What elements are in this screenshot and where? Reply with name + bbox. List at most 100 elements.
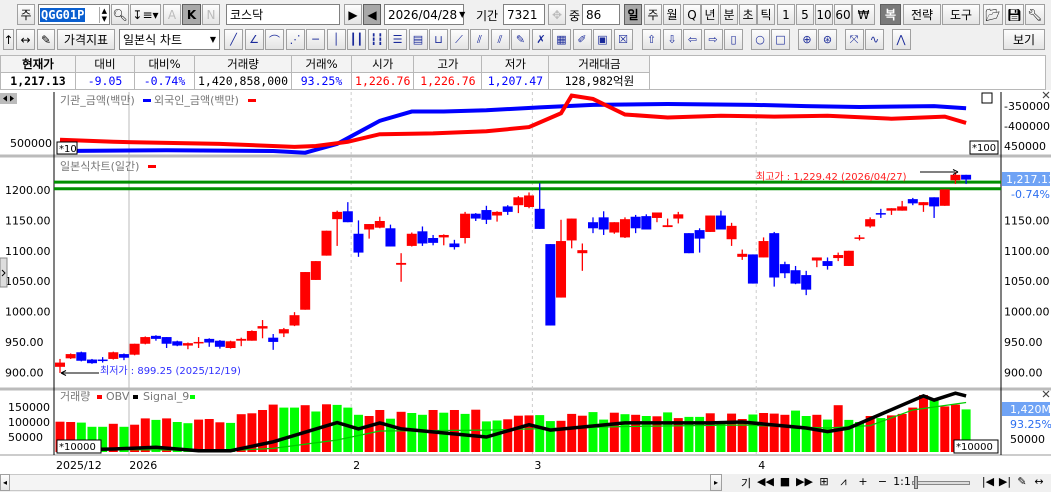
candle[interactable] — [310, 261, 321, 280]
count-input[interactable]: 86 — [582, 4, 620, 25]
save-icon[interactable]: 💾︎ — [1005, 4, 1024, 25]
wrench-icon[interactable]: 🔧︎ — [1025, 4, 1045, 25]
indicator-icon[interactable]: ⩘ — [840, 475, 847, 488]
candle[interactable] — [886, 208, 897, 215]
arc-icon[interactable]: ⌒ — [265, 29, 284, 50]
last-icon[interactable]: ▶| — [998, 475, 1012, 488]
close-pane-icon[interactable] — [1042, 390, 1050, 398]
candle[interactable] — [694, 228, 705, 253]
zoom-slider[interactable] — [912, 481, 970, 485]
candle[interactable] — [278, 327, 289, 338]
volume-bar[interactable] — [151, 419, 161, 452]
candle[interactable] — [502, 205, 513, 215]
volume-bar[interactable] — [780, 414, 790, 452]
volume-bar[interactable] — [886, 415, 896, 452]
candle[interactable] — [460, 211, 471, 244]
view-button[interactable]: 보기 — [1003, 29, 1045, 50]
candle[interactable] — [801, 270, 812, 296]
trendline-icon[interactable]: ╱ — [224, 29, 243, 50]
candle[interactable] — [534, 183, 545, 229]
volume-bar[interactable] — [300, 405, 310, 452]
search-icon[interactable]: 🔍︎ — [111, 4, 129, 25]
timeframe-5[interactable]: 분 — [720, 4, 738, 25]
volume-bar[interactable] — [663, 412, 673, 452]
table-icon[interactable]: ⊞ — [819, 475, 829, 488]
volume-bar[interactable] — [396, 411, 406, 452]
side-panel-toggle[interactable] — [0, 257, 8, 288]
volume-bar[interactable] — [194, 419, 204, 452]
candle[interactable] — [428, 234, 439, 246]
up-arrow-icon[interactable]: ↑ — [3, 29, 14, 50]
volume-bar[interactable] — [55, 421, 65, 452]
candle[interactable] — [961, 174, 972, 184]
clear-chart-icon[interactable]: ⋀ — [891, 29, 911, 50]
volume-bar[interactable] — [407, 412, 417, 452]
strategy-button[interactable]: 전략 — [903, 4, 941, 25]
volume-bar[interactable] — [290, 407, 300, 452]
candle[interactable] — [417, 226, 428, 246]
date-select[interactable]: 2026/04/28 ▼ — [384, 4, 465, 25]
text-icon[interactable]: ⇨ — [703, 29, 723, 50]
candle[interactable] — [332, 210, 343, 246]
timeframe-7[interactable]: 틱 — [757, 4, 775, 25]
candle[interactable] — [726, 222, 737, 246]
timeframe-4[interactable]: 년 — [701, 4, 719, 25]
color-palette-icon[interactable]: ✗ — [531, 29, 551, 50]
volume-bar[interactable] — [353, 414, 363, 452]
chevron-down-icon[interactable]: ▼ — [209, 35, 216, 44]
collapse-toggle[interactable] — [0, 93, 17, 104]
speed-lines-icon[interactable]: ⊔ — [429, 29, 448, 50]
zoom-area-icon[interactable]: □ — [771, 29, 790, 50]
candle[interactable] — [790, 265, 801, 285]
close-pane-icon[interactable] — [1042, 91, 1050, 99]
k-button[interactable]: K — [182, 4, 201, 25]
arrow-left-icon[interactable]: ⇩ — [662, 29, 682, 50]
folder-icon[interactable]: 📂︎ — [983, 4, 1003, 25]
candle[interactable] — [715, 210, 726, 230]
volume-bar[interactable] — [609, 412, 619, 452]
candle[interactable] — [204, 338, 215, 347]
circle-icon[interactable]: ▯ — [724, 29, 743, 50]
toggle-arrows-icon[interactable] — [3, 95, 14, 102]
candle[interactable] — [353, 220, 364, 257]
volume-bar[interactable] — [226, 422, 236, 452]
volume-bar[interactable] — [162, 418, 172, 452]
volume-bar[interactable] — [258, 409, 268, 452]
volume-bar[interactable] — [460, 413, 470, 452]
zoom-candle-icon[interactable]: ⊕ — [797, 29, 817, 50]
candle[interactable] — [396, 253, 407, 282]
wave-2-icon[interactable]: ∿ — [865, 29, 884, 50]
volume-bar[interactable] — [727, 413, 737, 452]
indicator-button[interactable]: 가격지표 — [57, 29, 115, 50]
volume-bar[interactable] — [140, 418, 150, 452]
volume-bar[interactable] — [119, 426, 129, 452]
timeframe-0[interactable]: 일 — [624, 4, 642, 25]
scroll-left-icon[interactable]: ◂ — [0, 474, 10, 491]
volume-bar[interactable] — [652, 416, 662, 452]
candle[interactable] — [609, 222, 620, 234]
volume-bar[interactable] — [311, 411, 321, 452]
wave-icon[interactable]: ⤧ — [844, 29, 864, 50]
vertical-line-icon[interactable]: │ — [326, 29, 346, 50]
volume-bar[interactable] — [844, 419, 854, 452]
first-icon[interactable]: |◀ — [981, 475, 995, 488]
candle[interactable] — [833, 252, 844, 262]
volume-bar[interactable] — [130, 424, 140, 452]
candle[interactable] — [737, 249, 748, 260]
candle[interactable] — [236, 337, 247, 347]
fast-forward-icon[interactable]: ▶▶ — [796, 475, 813, 488]
candle[interactable] — [246, 330, 257, 341]
volume-bar[interactable] — [588, 412, 598, 452]
volume-bar[interactable] — [929, 398, 939, 452]
candle[interactable] — [321, 230, 332, 256]
pencil-icon[interactable]: ⫽ — [490, 29, 510, 50]
candle[interactable] — [470, 213, 481, 221]
volume-bar[interactable] — [918, 394, 928, 452]
zoom-in-icon[interactable]: + — [858, 475, 868, 488]
volume-bar[interactable] — [737, 418, 747, 452]
volume-bar[interactable] — [279, 407, 289, 452]
volume-bar[interactable] — [183, 423, 193, 452]
volume-bar[interactable] — [215, 422, 225, 452]
candle[interactable] — [76, 351, 87, 362]
candle[interactable] — [172, 340, 183, 347]
